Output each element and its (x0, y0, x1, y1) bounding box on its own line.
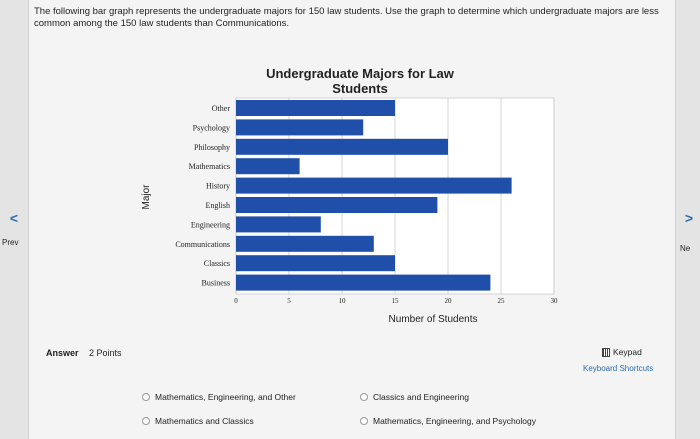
category-label: Business (202, 279, 230, 288)
bar-classics (236, 255, 395, 272)
question-text: The following bar graph represents the u… (34, 6, 659, 29)
bar-history (236, 177, 512, 194)
category-label: Psychology (193, 123, 230, 132)
option-text: Mathematics and Classics (155, 416, 254, 426)
answer-label: Answer (46, 348, 79, 358)
category-label: English (206, 201, 230, 210)
keyboard-shortcuts-link[interactable]: Keyboard Shortcuts (583, 364, 654, 373)
radio-button[interactable] (360, 393, 368, 401)
option-1[interactable]: Mathematics, Engineering, and Other (142, 392, 296, 402)
category-label: Classics (204, 259, 230, 268)
option-3[interactable]: Mathematics and Classics (142, 416, 254, 426)
bar-philosophy (236, 138, 448, 155)
keypad-button[interactable]: Keypad (602, 345, 660, 359)
radio-button[interactable] (142, 417, 150, 425)
chevron-left-icon: < (9, 210, 19, 226)
bar-engineering (236, 216, 321, 233)
bar-psychology (236, 119, 364, 136)
x-tick-label: 10 (339, 297, 347, 305)
left-rail (0, 0, 28, 439)
category-label: Mathematics (189, 162, 230, 171)
category-label: Other (212, 104, 231, 113)
next-label: Ne (680, 244, 691, 253)
x-tick-label: 25 (498, 297, 506, 305)
bar-english (236, 197, 438, 213)
option-text: Mathematics, Engineering, and Psychology (373, 416, 537, 426)
option-2[interactable]: Classics and Engineering (360, 392, 469, 402)
x-tick-label: 30 (551, 297, 559, 305)
x-tick-label: 5 (287, 297, 291, 305)
radio-button[interactable] (360, 417, 368, 425)
x-axis-label: Number of Students (389, 314, 478, 325)
x-tick-label: 15 (392, 297, 400, 305)
category-label: Philosophy (194, 143, 230, 152)
category-label: History (206, 182, 230, 191)
option-text: Mathematics, Engineering, and Other (155, 392, 296, 402)
keypad-icon (602, 347, 610, 357)
next-button[interactable]: > Ne (666, 210, 700, 260)
category-label: Engineering (191, 220, 230, 229)
keypad-label: Keypad (613, 347, 642, 357)
points-label: 2 Points (89, 348, 122, 358)
answer-header: Answer 2 Points (46, 348, 122, 358)
chevron-right-icon: > (684, 210, 694, 226)
prev-button[interactable]: < Prev (0, 210, 28, 260)
bar-mathematics (236, 158, 300, 175)
y-axis-label: Major (141, 184, 152, 210)
bar-other (236, 100, 395, 116)
bar-business (236, 274, 491, 291)
radio-button[interactable] (142, 393, 150, 401)
x-tick-label: 0 (234, 297, 238, 305)
option-text: Classics and Engineering (373, 392, 469, 402)
x-tick-label: 20 (445, 297, 453, 305)
bar-communications (236, 235, 374, 252)
prev-label: Prev (2, 238, 19, 247)
category-label: Communications (175, 240, 230, 249)
option-4[interactable]: Mathematics, Engineering, and Psychology (360, 416, 536, 426)
chart-title: Undergraduate Majors for Law Students (266, 66, 454, 96)
